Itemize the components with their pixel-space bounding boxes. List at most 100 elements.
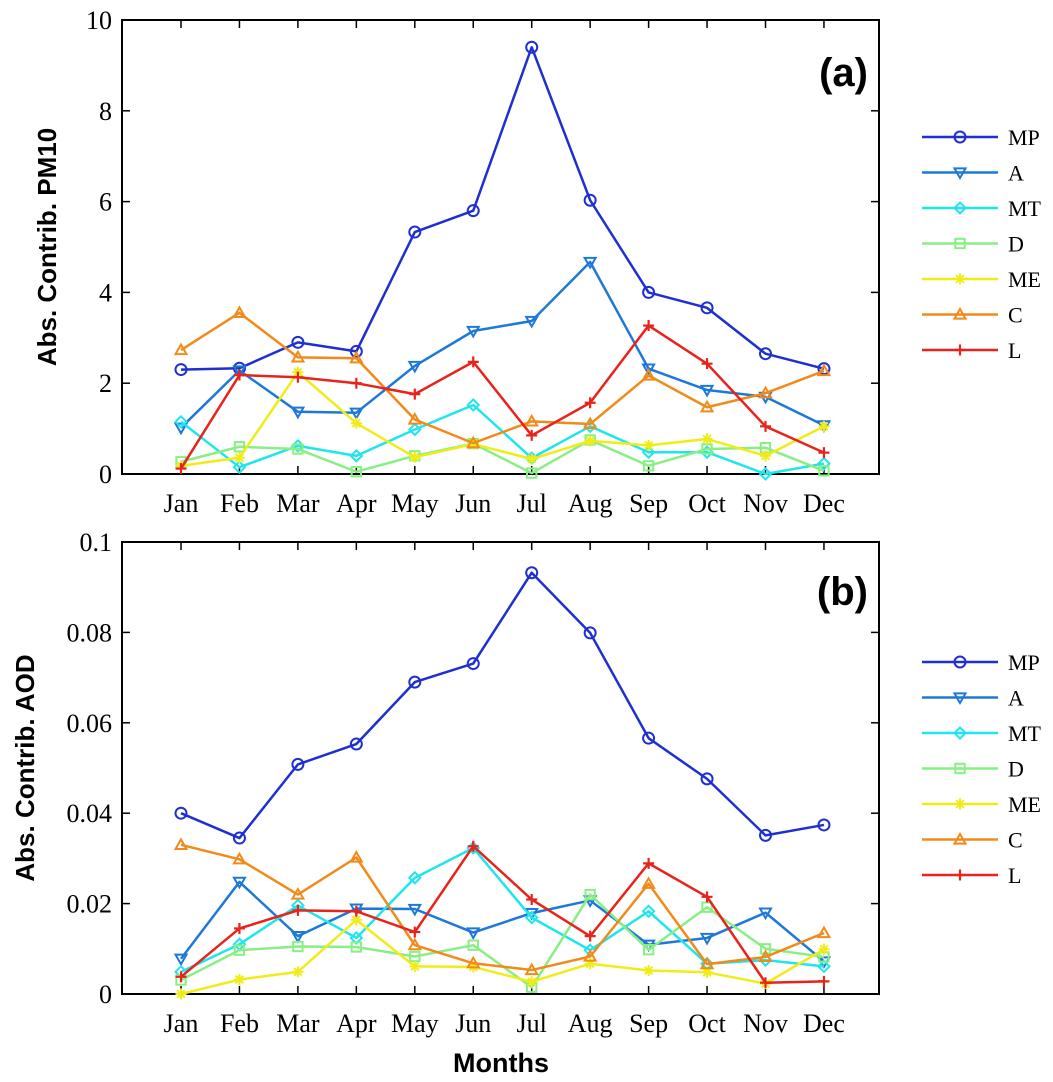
legend-item-c: C: [922, 828, 1023, 853]
x-tick-label: Jun: [455, 489, 491, 518]
x-tick-label: Feb: [220, 489, 259, 518]
data-point-mp: [817, 818, 831, 832]
legend-marker: [953, 130, 967, 144]
data-point-l: [292, 371, 304, 383]
data-point-c: [466, 955, 481, 969]
legend-item-mp: MP: [922, 650, 1040, 675]
legend-item-l: L: [922, 338, 1021, 363]
x-tick-label: Jul: [517, 1009, 547, 1038]
data-point-l: [409, 388, 421, 400]
data-point-mp: [174, 806, 188, 820]
y-tick-label: 0.04: [67, 799, 113, 828]
data-point-a: [407, 903, 423, 917]
legend-label: A: [1008, 161, 1024, 186]
data-point-me: [701, 966, 713, 978]
y-axis-label-a: Abs. Contrib. PM10: [32, 128, 62, 366]
data-point-l: [584, 397, 596, 409]
data-point-l: [350, 905, 362, 917]
data-point-c: [407, 412, 423, 425]
legend-marker: [954, 762, 966, 775]
data-point-mt: [407, 422, 422, 437]
data-point-c: [641, 876, 656, 889]
data-point-l: [643, 857, 655, 869]
y-tick-label: 0.08: [67, 618, 113, 647]
data-point-a: [232, 876, 247, 890]
legend-label: L: [1008, 338, 1021, 363]
data-point-c: [290, 887, 306, 900]
data-point-a: [466, 927, 481, 941]
data-point-c: [173, 837, 189, 850]
data-point-a: [173, 422, 189, 436]
series-line-mt: [180, 403, 825, 476]
legend-marker: [954, 273, 966, 285]
data-point-me: [526, 976, 538, 988]
legend-label: ME: [1008, 267, 1041, 292]
y-tick-label: 6: [99, 188, 112, 217]
data-point-l: [350, 377, 362, 389]
data-point-me: [818, 943, 830, 955]
x-tick-label: Apr: [336, 1009, 377, 1038]
data-point-d: [642, 944, 655, 956]
panel-b: (b) Abs. Contrib. AOD Months 0 0.02 0.04 0.…: [10, 528, 1042, 1078]
data-point-mp: [642, 285, 656, 299]
data-point-mt: [349, 931, 364, 945]
series-line-c: [180, 311, 825, 445]
data-point-mp: [759, 347, 772, 361]
data-point-mp: [291, 757, 305, 771]
series-mp: [174, 40, 831, 377]
data-point-l: [526, 429, 538, 441]
data-point-c: [816, 363, 832, 377]
legend-marker: [953, 201, 967, 215]
x-axis-label-b: Months: [453, 1048, 549, 1078]
data-point-me: [584, 958, 596, 970]
data-point-d: [701, 901, 713, 913]
y-axis-label-b: Abs. Contrib. AOD: [10, 654, 40, 881]
x-tick-label: Sep: [629, 1009, 668, 1038]
legend-item-c: C: [922, 303, 1023, 328]
data-point-mt: [641, 445, 656, 460]
data-point-a: [699, 384, 715, 398]
data-point-me: [818, 420, 830, 432]
legend-item-l: L: [922, 863, 1021, 888]
legend-marker: [952, 167, 968, 181]
legend-marker: [954, 237, 966, 250]
series-line-d: [180, 438, 825, 475]
x-tick-label: Dec: [803, 489, 845, 518]
data-point-a: [582, 256, 598, 270]
data-point-c: [582, 416, 598, 430]
data-point-d: [818, 465, 830, 477]
data-point-me: [409, 451, 421, 463]
series-line-me: [180, 918, 825, 996]
y-tick-label: 0: [99, 460, 112, 489]
data-point-mp: [291, 335, 305, 349]
x-tick-label: May: [391, 1009, 439, 1038]
data-point-c: [816, 925, 832, 939]
x-tick-label: Jul: [517, 489, 547, 518]
data-point-l: [175, 463, 187, 475]
data-point-d: [292, 940, 304, 953]
data-point-mt: [174, 414, 188, 429]
data-point-a: [407, 360, 423, 374]
data-point-a: [758, 907, 773, 921]
legend-item-me: ME: [922, 267, 1041, 292]
data-point-me: [584, 435, 596, 447]
y-tick-label: 0.1: [80, 528, 113, 557]
data-point-c: [466, 435, 481, 449]
legend-label: MT: [1008, 196, 1042, 221]
series-c: [173, 837, 832, 976]
data-point-c: [349, 849, 364, 863]
legend-label: MP: [1008, 125, 1040, 150]
data-point-c: [349, 350, 364, 364]
plot-frame-b: [121, 541, 880, 995]
data-point-d: [467, 939, 479, 951]
data-point-d: [642, 460, 655, 472]
legend-marker: [954, 798, 966, 810]
data-point-a: [173, 953, 189, 967]
series-d: [175, 434, 830, 479]
legend-marker: [952, 831, 968, 845]
series-l: [175, 840, 830, 989]
data-point-l: [818, 447, 830, 459]
data-point-a: [349, 903, 364, 917]
y-tick-label: 4: [99, 278, 112, 307]
